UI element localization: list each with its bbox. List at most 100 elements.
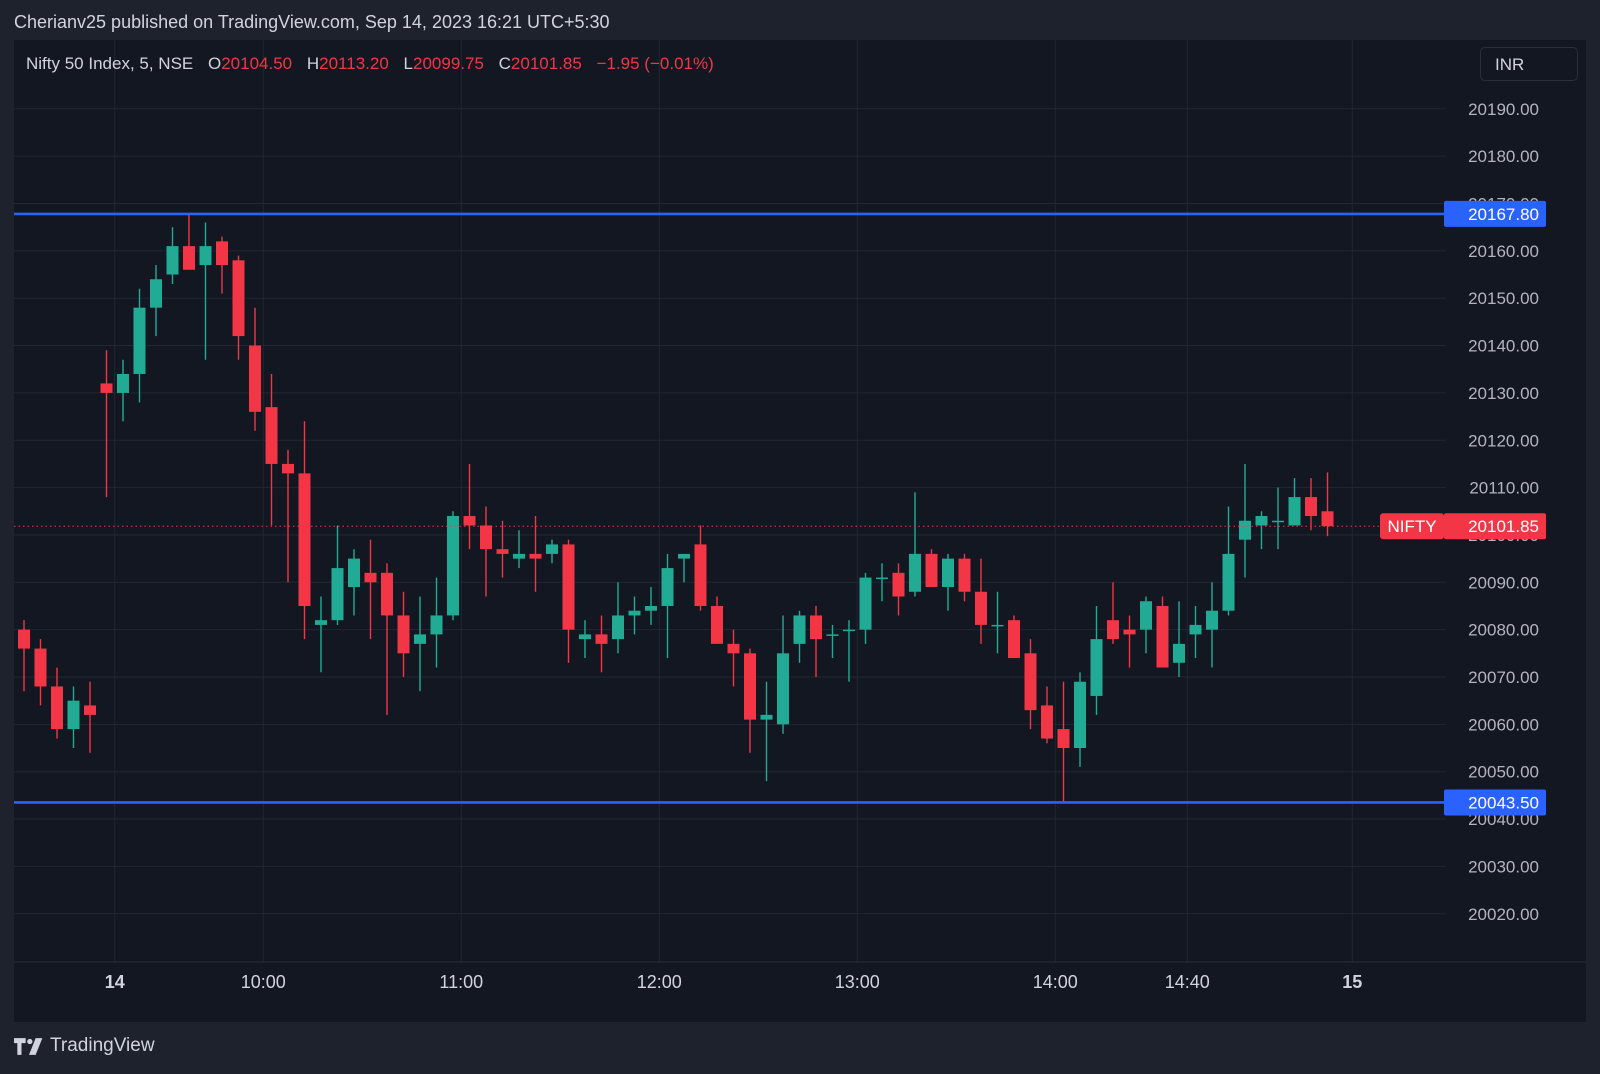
- candle-body: [1123, 629, 1136, 635]
- symbol-tag-label: NIFTY: [1387, 517, 1436, 536]
- candle-body: [1239, 520, 1251, 540]
- low-label: L: [403, 54, 413, 73]
- x-tick-label: 15: [1342, 972, 1362, 992]
- candle-body: [1206, 610, 1218, 630]
- candle-body: [216, 241, 228, 266]
- candle-body: [315, 620, 327, 625]
- candle-body: [166, 246, 179, 275]
- candle-body: [1057, 729, 1070, 749]
- candle-body: [1189, 624, 1202, 635]
- open-label: O: [207, 54, 222, 73]
- currency-button[interactable]: INR: [1480, 47, 1578, 81]
- chart-pane[interactable]: 20020.00 20030.00 20040.00 20050.00 20060.00…: [14, 40, 1586, 1022]
- candle-body: [793, 615, 806, 644]
- candle-body: [1288, 497, 1301, 526]
- candle-body: [364, 572, 377, 583]
- y-tick-label: 20080.00: [1468, 621, 1539, 640]
- candle-body: [826, 634, 839, 636]
- y-tick-label: 20190.00: [1468, 100, 1539, 119]
- candle-body: [18, 629, 30, 649]
- last-price-tag: [1444, 513, 1546, 540]
- change-value: −1.95 (−0.01%): [596, 54, 714, 73]
- candle-body: [1222, 553, 1235, 611]
- level-price-label: 20167.80: [1468, 205, 1539, 224]
- candle-body: [711, 605, 723, 644]
- x-tick-label: 14: [105, 972, 125, 992]
- candle-body: [1321, 511, 1334, 527]
- candle-body: [249, 345, 261, 412]
- x-tick-label: 13:00: [835, 972, 880, 992]
- candle-body: [529, 553, 542, 559]
- x-tick-label: 14:00: [1033, 972, 1078, 992]
- level-price-label: 20043.50: [1468, 793, 1539, 812]
- candle-body: [67, 700, 80, 730]
- y-tick-label: 20150.00: [1468, 289, 1539, 308]
- x-tick-label: 14:40: [1165, 972, 1210, 992]
- candle-body: [381, 572, 393, 616]
- candle-body: [348, 558, 360, 588]
- y-tick-label: 20050.00: [1468, 763, 1539, 782]
- candle-body: [1305, 497, 1317, 517]
- candle-body: [628, 610, 641, 616]
- high-value: 20113.20: [319, 54, 389, 73]
- tradingview-logo-icon: [14, 1037, 43, 1055]
- x-tick-label: 12:00: [637, 972, 682, 992]
- candle-body: [430, 615, 443, 635]
- candle-body: [447, 516, 459, 616]
- candle-body: [694, 544, 707, 606]
- candle-body: [34, 648, 47, 687]
- x-tick-label: 10:00: [241, 972, 286, 992]
- candle-body: [282, 463, 294, 474]
- candle-body: [84, 705, 96, 715]
- y-tick-label: 20030.00: [1468, 857, 1539, 876]
- candle-body: [133, 307, 146, 374]
- candle-body: [579, 634, 591, 640]
- symbol-label: Nifty 50 Index, 5, NSE: [26, 54, 194, 73]
- candle-body: [1272, 520, 1284, 523]
- candle-body: [331, 568, 344, 621]
- candle-body: [612, 615, 624, 640]
- candle-body: [909, 553, 921, 592]
- candle-body: [975, 591, 987, 625]
- candlestick-chart[interactable]: 20020.0020030.0020040.0020050.0020060.00…: [14, 40, 1586, 1022]
- candle-body: [199, 246, 212, 266]
- y-tick-label: 20120.00: [1468, 431, 1539, 450]
- candle-body: [414, 634, 426, 644]
- candle-body: [958, 558, 971, 592]
- last-price-label: 20101.85: [1468, 517, 1539, 536]
- candle-body: [546, 544, 558, 554]
- close-value: 20101.85: [510, 54, 582, 73]
- candle-body: [183, 246, 195, 270]
- candle-body: [232, 260, 245, 337]
- candle-body: [1255, 516, 1268, 526]
- footer-brand[interactable]: TradingView: [14, 1035, 155, 1057]
- y-tick-label: 20060.00: [1468, 715, 1539, 734]
- candle-body: [661, 568, 674, 606]
- candle-body: [843, 629, 855, 632]
- y-tick-label: 20090.00: [1468, 573, 1539, 592]
- y-tick-label: 20130.00: [1468, 384, 1539, 403]
- footer-brand-label: TradingView: [50, 1035, 155, 1056]
- candle-body: [1008, 620, 1020, 659]
- y-tick-label: 20140.00: [1468, 337, 1539, 356]
- candle-body: [298, 473, 311, 606]
- candle-body: [513, 553, 525, 559]
- candle-body: [876, 577, 888, 580]
- candle-body: [777, 653, 789, 725]
- candle-body: [1074, 681, 1086, 749]
- candle-body: [117, 373, 129, 393]
- low-value: 20099.75: [413, 54, 484, 73]
- candle-body: [1107, 620, 1119, 640]
- symbol-tag: [1380, 513, 1444, 540]
- candle-body: [991, 624, 1004, 627]
- publisher-header: Cherianv25 published on TradingView.com,…: [14, 12, 610, 32]
- candle-body: [925, 553, 938, 588]
- candle-body: [265, 407, 278, 464]
- y-tick-label: 20070.00: [1468, 668, 1539, 687]
- candle-body: [480, 525, 492, 550]
- candle-body: [595, 634, 608, 644]
- level-price-tag: [1444, 200, 1546, 227]
- candle-body: [1140, 601, 1152, 630]
- candle-body: [727, 643, 740, 654]
- candle-body: [150, 279, 162, 308]
